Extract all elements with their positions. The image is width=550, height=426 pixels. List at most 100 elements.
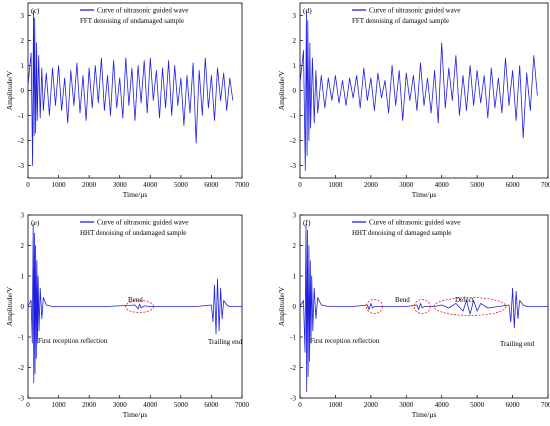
panel-label: (e) <box>31 218 40 227</box>
series-line <box>27 223 242 384</box>
y-tick-label: -2 <box>18 364 24 372</box>
y-tick-label: -2 <box>290 364 296 372</box>
y-tick-label: 0 <box>21 303 25 311</box>
x-tick-label: 6000 <box>204 181 219 189</box>
y-tick-label: 3 <box>21 12 25 20</box>
y-tick-label: -1 <box>290 112 296 120</box>
chart-panel-2: 0 1000 2000 3000 4000 5000 6000 7000 -3 -2 -1 0 1 2 3 T… <box>277 2 550 199</box>
y-tick-label: -3 <box>18 162 24 170</box>
annotation-label: First reception reflection <box>38 337 108 345</box>
x-tick-label: 0 <box>298 181 302 189</box>
x-tick-label: 6000 <box>204 401 219 409</box>
annotation-ellipse <box>433 297 507 316</box>
series-line <box>27 10 234 166</box>
chart-note: FFT denoising of undamaged sample <box>80 17 184 25</box>
y-tick-label: 3 <box>21 212 25 220</box>
x-tick-label: 5000 <box>470 181 485 189</box>
x-tick-label: 3000 <box>113 181 128 189</box>
x-tick-label: 4000 <box>143 181 158 189</box>
x-tick-label: 5000 <box>470 401 485 409</box>
y-tick-label: -3 <box>18 395 24 403</box>
y-tick-label: 1 <box>293 273 297 281</box>
chart-note: HHT denoising of damaged sample <box>352 229 451 237</box>
annotation-label: Bend <box>395 296 410 304</box>
x-tick-label: 4000 <box>435 181 450 189</box>
annotation-label: Trailing end <box>208 338 243 346</box>
x-tick-label: 2000 <box>364 401 379 409</box>
x-tick-label: 0 <box>26 401 30 409</box>
x-tick-label: 6000 <box>506 401 521 409</box>
x-tick-label: 1000 <box>328 181 343 189</box>
x-tick-label: 0 <box>298 401 302 409</box>
panel-label: (c) <box>31 6 40 15</box>
series-line <box>299 10 538 171</box>
y-tick-label: -1 <box>290 334 296 342</box>
annotation-label: Defect <box>455 296 474 304</box>
y-tick-label: 0 <box>293 303 297 311</box>
y-tick-label: 2 <box>21 242 25 250</box>
y-tick-label: -2 <box>18 137 24 145</box>
x-axis-title: Time/μs <box>412 190 437 199</box>
series-line <box>299 223 548 393</box>
y-tick-label: -1 <box>18 112 24 120</box>
chart-panel-4: 0 1000 2000 3000 4000 5000 6000 7000 -3 -2 -1 0 1 2 3 T… <box>277 212 550 420</box>
x-tick-label: 4000 <box>435 401 450 409</box>
x-tick-label: 2000 <box>82 181 97 189</box>
y-tick-label: 3 <box>293 12 297 20</box>
x-tick-label: 7000 <box>541 401 550 409</box>
y-tick-label: 1 <box>21 273 25 281</box>
x-tick-label: 6000 <box>506 181 521 189</box>
x-tick-label: 5000 <box>174 181 189 189</box>
y-tick-label: 3 <box>293 212 297 220</box>
annotation-ellipse <box>125 300 154 313</box>
chart-panel-3: 0 1000 2000 3000 4000 5000 6000 7000 -3 -2 -1 0 1 2 3 T… <box>5 212 250 420</box>
x-axis-title: Time/μs <box>123 410 148 419</box>
panel-label: (f) <box>303 218 311 227</box>
annotation-label: Bend <box>128 296 143 304</box>
legend-label: Curve of ultrasonic guided wave <box>97 7 188 15</box>
annotation-label: Trailing end <box>500 340 535 348</box>
y-tick-label: 1 <box>21 62 25 70</box>
x-tick-label: 3000 <box>399 181 414 189</box>
legend-label: Curve of ultrasonic guided wave <box>369 7 460 15</box>
y-axis-title: Amplitude/V <box>5 70 14 110</box>
y-tick-label: -3 <box>290 162 296 170</box>
x-tick-label: 5000 <box>174 401 189 409</box>
x-tick-label: 4000 <box>143 401 158 409</box>
y-tick-label: 2 <box>21 37 25 45</box>
chart-panel-1: 0 1000 2000 3000 4000 5000 6000 7000 -3 -2 -1 0 1 2 3 T… <box>5 2 250 199</box>
x-tick-label: 3000 <box>113 401 128 409</box>
y-tick-label: 0 <box>293 87 297 95</box>
x-tick-label: 2000 <box>82 401 97 409</box>
x-tick-label: 1000 <box>328 401 343 409</box>
x-tick-label: 0 <box>26 181 30 189</box>
legend-label: Curve of ultrasonic guided wave <box>369 219 460 227</box>
x-tick-label: 2000 <box>364 181 379 189</box>
x-axis-title: Time/μs <box>123 190 148 199</box>
y-tick-label: -1 <box>18 334 24 342</box>
legend-label: Curve of ultrasonic guided wave <box>97 219 188 227</box>
y-tick-label: -2 <box>290 137 296 145</box>
x-tick-label: 7000 <box>235 401 250 409</box>
y-axis-title: Amplitude/V <box>277 70 286 110</box>
x-axis-title: Time/μs <box>412 410 437 419</box>
x-tick-label: 7000 <box>541 181 550 189</box>
y-tick-label: 0 <box>21 87 25 95</box>
y-axis-title: Amplitude/V <box>5 286 14 326</box>
panel-label: (d) <box>303 6 312 15</box>
y-tick-label: 2 <box>293 242 297 250</box>
x-tick-label: 3000 <box>399 401 414 409</box>
x-tick-label: 1000 <box>52 181 67 189</box>
y-tick-label: 1 <box>293 62 297 70</box>
x-tick-label: 1000 <box>52 401 67 409</box>
x-tick-label: 7000 <box>235 181 250 189</box>
y-axis-title: Amplitude/V <box>277 286 286 326</box>
chart-note: HHT denoising of undamaged sample <box>80 229 186 237</box>
y-tick-label: -3 <box>290 395 296 403</box>
annotation-label: First reception reflection <box>310 337 380 345</box>
annotation-ellipse <box>365 299 383 314</box>
annotation-ellipse <box>413 299 431 314</box>
chart-note: FFT denoising of damaged sample <box>352 17 449 25</box>
y-tick-label: 2 <box>293 37 297 45</box>
